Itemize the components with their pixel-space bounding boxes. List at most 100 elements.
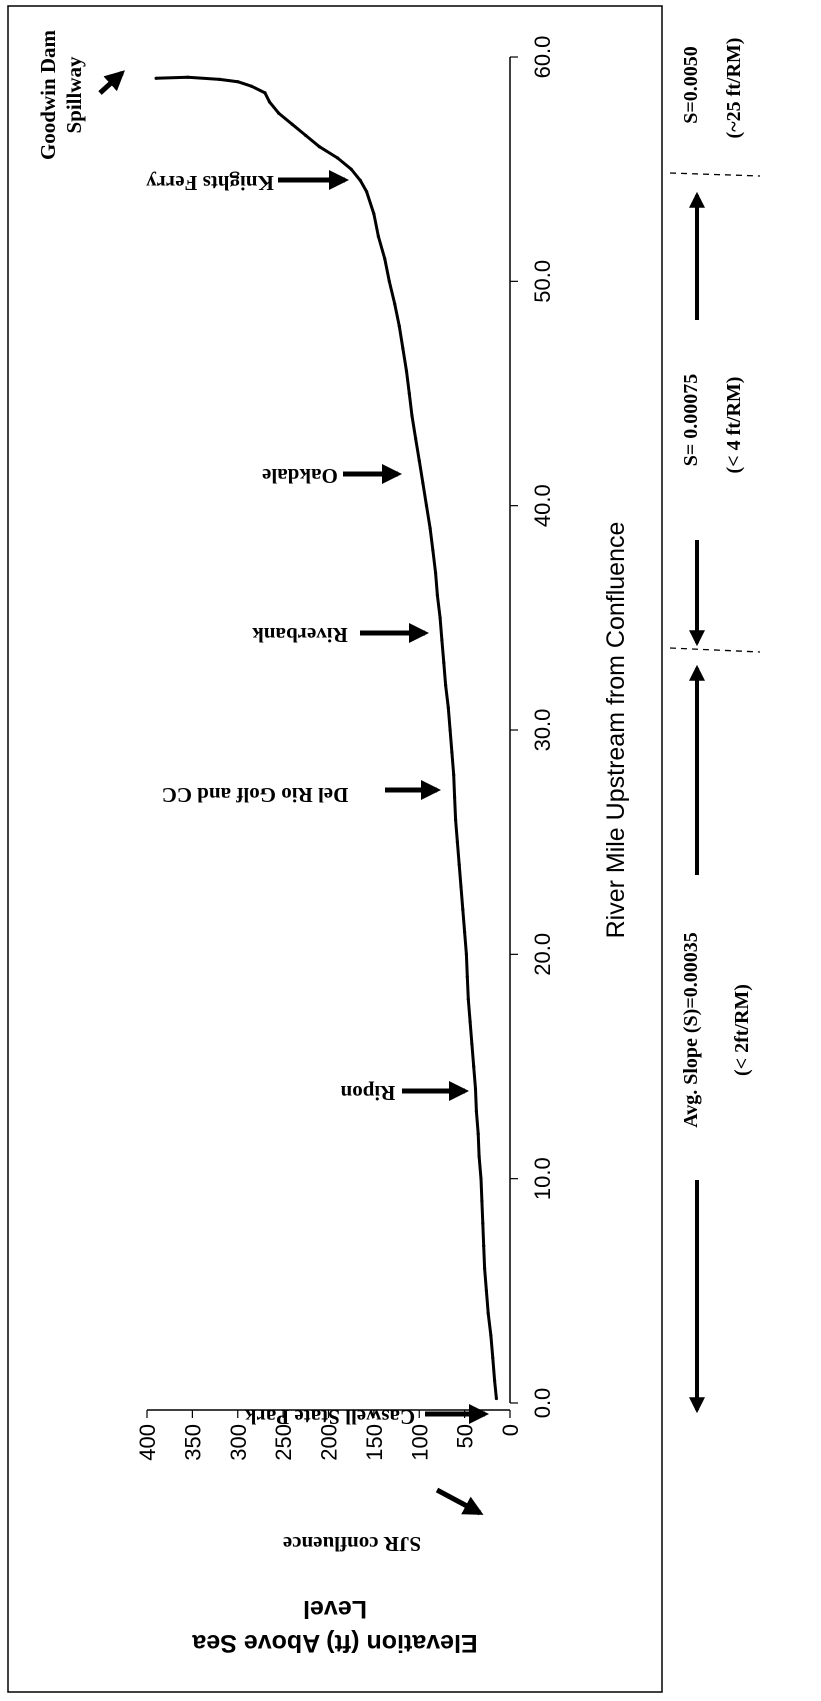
data-point <box>372 212 376 216</box>
x-tick-label: 50.0 <box>530 260 555 303</box>
data-point <box>263 91 267 95</box>
data-point <box>428 526 432 530</box>
data-point <box>434 571 438 575</box>
annotation-label: Knights Ferry <box>146 171 274 195</box>
data-point <box>304 133 308 138</box>
annotation-label: Goodwin DamSpillway <box>36 29 86 160</box>
slope-label: S= 0.00075 <box>680 374 702 467</box>
slope-sublabel: (< 4 ft/RM) <box>723 377 745 474</box>
data-point <box>397 324 401 328</box>
data-point <box>365 190 369 194</box>
data-point <box>435 593 439 598</box>
data-point <box>218 77 222 81</box>
y-tick-label: 350 <box>180 1424 205 1461</box>
data-point <box>417 459 421 463</box>
data-point <box>267 100 272 104</box>
data-point <box>421 481 425 485</box>
y-tick-label: 250 <box>271 1424 296 1461</box>
data-point <box>491 1356 495 1360</box>
y-tick-label: 150 <box>362 1424 387 1461</box>
data-point <box>349 167 353 171</box>
data-point <box>484 1289 488 1293</box>
slope-label: S=0.0050 <box>680 46 702 124</box>
annotation-label: Ripon <box>340 1081 395 1105</box>
data-point <box>387 279 391 283</box>
annotation-label: Riverbank <box>252 623 348 647</box>
annotation-label: Caswell State Park <box>245 1405 416 1429</box>
data-point <box>480 1199 484 1203</box>
data-point <box>489 1334 493 1338</box>
data-point <box>494 1396 498 1401</box>
data-point <box>452 773 456 777</box>
data-point <box>154 76 158 80</box>
data-point <box>424 504 429 508</box>
data-point <box>410 414 414 418</box>
data-point <box>474 1109 478 1113</box>
data-point <box>493 1379 497 1383</box>
x-tick-label: 10.0 <box>530 1157 555 1200</box>
data-point <box>401 347 405 351</box>
data-point <box>290 122 294 126</box>
annotation-arrow <box>98 70 125 95</box>
annotation-arrow <box>435 1487 484 1516</box>
data-point <box>404 369 409 373</box>
data-point <box>431 548 435 553</box>
data-point <box>477 1154 481 1158</box>
data-point <box>277 111 281 115</box>
x-tick-label: 40.0 <box>530 484 555 527</box>
y-tick-label: 100 <box>407 1424 432 1461</box>
data-point <box>440 638 444 642</box>
annotation-label: Del Rio Golf and CC <box>162 783 349 807</box>
data-point <box>317 145 321 149</box>
data-point <box>470 1042 474 1046</box>
data-point <box>463 930 467 934</box>
data-point <box>383 257 387 261</box>
data-point <box>464 952 468 956</box>
data-point <box>186 75 190 79</box>
y-tick-label: 50 <box>453 1424 478 1448</box>
data-point <box>249 84 253 88</box>
data-point <box>483 1266 487 1270</box>
data-point <box>453 795 457 799</box>
plot-border <box>7 5 663 1693</box>
data-point <box>454 818 458 822</box>
slope-sublabel: (~25 ft/RM) <box>723 38 745 139</box>
slope-label: Avg. Slope (S)=0.00035 <box>680 932 702 1127</box>
annotation-label: Oakdale <box>262 464 338 488</box>
data-point <box>459 885 463 889</box>
x-tick-label: 20.0 <box>530 933 555 976</box>
y-tick-label: 0 <box>498 1424 523 1436</box>
y-tick-label: 400 <box>135 1424 160 1461</box>
data-point <box>376 234 380 239</box>
data-point <box>476 1132 480 1136</box>
data-point <box>442 661 446 665</box>
data-point <box>479 1177 483 1181</box>
y-axis-title: Elevation (ft) Above SeaLevel <box>191 1595 477 1657</box>
x-tick-label: 30.0 <box>530 709 555 752</box>
y-tick-label: 200 <box>317 1424 342 1461</box>
slope-divider-2 <box>669 647 761 653</box>
data-point <box>481 1221 485 1226</box>
data-point <box>473 1087 478 1091</box>
data-point <box>457 863 461 867</box>
x-tick-label: 60.0 <box>530 36 555 79</box>
data-point <box>465 975 469 979</box>
data-point <box>358 178 362 182</box>
x-tick-label: 0.0 <box>530 1388 555 1419</box>
data-point <box>468 1020 472 1024</box>
data-point <box>461 907 465 912</box>
data-point <box>448 728 452 732</box>
data-point <box>414 436 418 440</box>
data-point <box>407 391 411 396</box>
data-point <box>486 1311 490 1315</box>
data-point <box>236 80 240 84</box>
data-point <box>466 997 470 1001</box>
data-point <box>393 302 397 306</box>
x-axis-title: River Mile Upstream from Confluence <box>602 522 630 939</box>
annotation-label: SJR confluence <box>283 1532 421 1556</box>
y-tick-label: 300 <box>226 1424 251 1461</box>
slope-sublabel: (< 2ft/RM) <box>731 984 753 1076</box>
data-point <box>455 840 459 844</box>
data-point <box>482 1244 486 1248</box>
